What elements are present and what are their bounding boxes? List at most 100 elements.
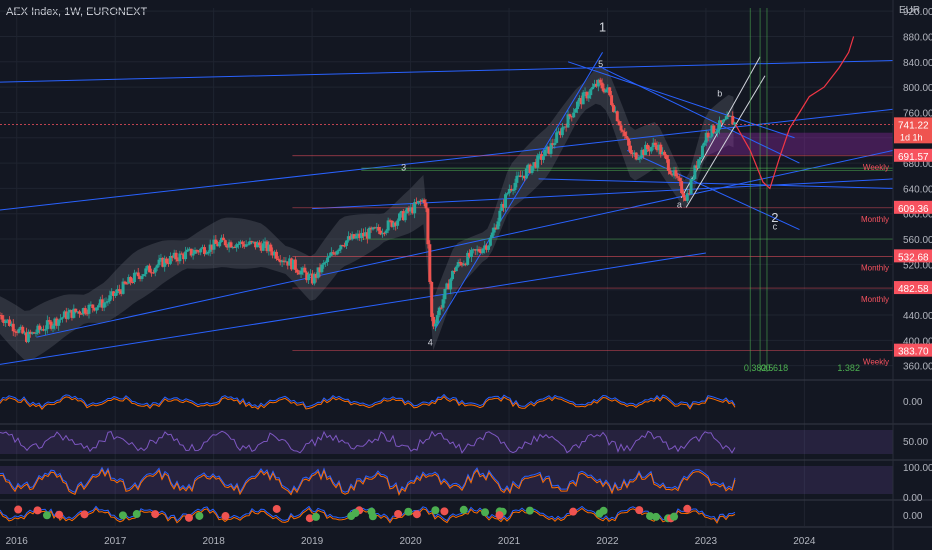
candle-body [515,175,519,183]
candle-body [197,251,201,253]
candle-body [564,126,568,128]
candle-body [464,263,468,265]
candle-body [504,194,508,208]
wave-label: c [773,222,778,232]
candle-body [721,119,725,123]
candle-body [691,178,695,180]
candle-body [498,210,502,222]
level-tag: Weekly [863,358,889,367]
candle-body [149,272,153,274]
candle-body [536,155,540,168]
candle-body [273,251,277,256]
candle-body [657,144,661,151]
signal-dot [195,511,204,520]
candle-body [157,259,161,266]
candle-body [248,241,252,245]
candle-body [712,125,716,134]
candle-body [481,248,485,253]
candle-body [594,83,598,87]
candle-body [547,146,551,154]
indicator-band [0,430,893,454]
candle-body [210,244,214,250]
candle-body [655,145,659,151]
candle-body [390,220,394,227]
candle-body [142,274,146,277]
candle-body [371,227,375,230]
candle-body [348,236,352,240]
candle-body [454,266,458,272]
price-tag-text: 609.36 [898,204,929,215]
candle-body [581,92,585,105]
candle-body [117,289,121,292]
candle-body [55,318,59,326]
candle-body [34,332,38,334]
candle-body [428,244,432,282]
currency-label: EUR [899,5,921,16]
candle-body [326,257,330,263]
candle-body [240,241,244,245]
candle-body [184,251,188,260]
candle-body [7,319,11,326]
indicator-line [0,393,736,408]
candle-body [392,222,396,227]
signal-dot [311,512,320,521]
candle-body [401,211,405,221]
y-tick-label: 880.00 [903,32,932,43]
trend-line [434,52,603,330]
candle-body [307,274,311,281]
candle-body [208,244,212,252]
candle-body [132,272,136,283]
candle-body [483,245,487,249]
candle-body [522,175,526,179]
candle-body [202,247,206,255]
candle-body [91,304,95,309]
candle-body [725,115,729,120]
candle-body [731,115,735,125]
candle-body [490,232,494,238]
candle-body [193,250,197,254]
candle-body [314,273,318,278]
candle-body [382,232,386,234]
candle-body [521,175,525,178]
candle-body [146,265,150,269]
price-tag-text: 383.70 [898,347,929,358]
candle-body [19,326,23,329]
candle-body [585,92,589,99]
candle-body [473,249,477,251]
candle-body [123,281,127,284]
candle-body [81,308,85,315]
candle-body [733,122,737,125]
signal-dot [184,513,193,522]
candle-body [267,244,271,252]
candle-body [449,279,453,290]
candle-body [602,88,606,93]
candle-body [320,264,324,273]
candle-body [646,144,650,150]
wave-label: 1 [599,19,606,34]
candle-body [543,149,547,157]
candle-body [591,86,595,90]
y-tick-label: 600.00 [903,210,932,221]
candle-body [136,272,140,277]
trend-line [0,60,894,83]
candle-body [42,329,46,331]
candle-body [502,203,506,208]
signal-dot [459,505,468,514]
candle-body [708,136,712,138]
grid [0,8,893,526]
candle-body [17,328,21,333]
signal-dot [305,514,314,523]
candle-body [62,311,66,318]
candle-body [706,132,710,138]
candle-body [225,245,229,248]
channel-line [685,75,766,208]
candle-body [201,247,205,249]
candle-body [100,299,104,308]
candle-body [172,252,176,258]
candle-body [678,177,682,182]
candle-body [229,242,233,248]
candle-body [297,272,301,275]
candle-body [337,249,341,252]
candle-body [623,131,627,137]
